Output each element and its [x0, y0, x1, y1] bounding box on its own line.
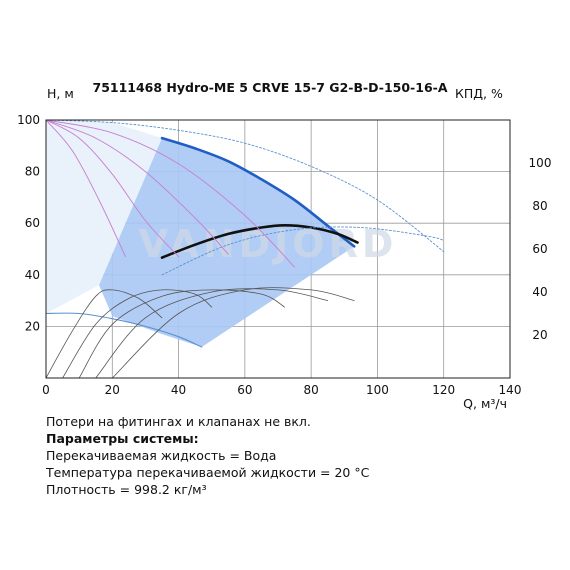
watermark: VANDJORD [139, 222, 398, 266]
y2-tick-label: 60 [532, 242, 547, 256]
y-tick-label: 100 [17, 113, 40, 127]
notes-params-heading: Параметры системы: [46, 431, 199, 446]
x-tick-label: 140 [499, 383, 522, 397]
notes-fluid: Перекачиваемая жидкость = Вода [46, 448, 277, 463]
series-efficiency-partial-9 [46, 289, 163, 378]
x-tick-label: 40 [171, 383, 186, 397]
tick-labels: 0 20 40 60 80 100 120 140 20 40 60 80 100 20 40 60 80 100 [17, 113, 551, 397]
x-tick-label: 120 [432, 383, 455, 397]
series-efficiency-partial-11 [78, 289, 285, 378]
series-efficiency-main-1 [160, 223, 359, 259]
y-tick-label: 20 [25, 319, 40, 333]
notes-density: Плотность = 998.2 кг/м³ [46, 482, 207, 497]
y2-tick-label: 80 [532, 199, 547, 213]
x-tick-label: 80 [304, 383, 319, 397]
chart-title: 75111468 Hydro-ME 5 CRVE 15-7 G2-B-D-150… [93, 80, 448, 95]
series-head-partial-4 [46, 120, 296, 268]
series-efficiency-partial-12 [95, 288, 329, 378]
series-head-partial-5 [46, 120, 229, 255]
x-tick-label: 0 [42, 383, 50, 397]
y2-tick-label: 20 [532, 328, 547, 342]
series-head-partial-6 [46, 120, 180, 258]
series-efficiency-partial-10 [62, 289, 213, 378]
y-axis-label: H, м [47, 86, 74, 101]
series-head-partial-7 [46, 120, 126, 258]
x-tick-label: 100 [366, 383, 389, 397]
series-efficiency-max-3 [161, 226, 445, 276]
x-tick-label: 20 [105, 383, 120, 397]
y-tick-label: 80 [25, 165, 40, 179]
x-tick-label: 60 [237, 383, 252, 397]
operating-area [99, 138, 355, 347]
series-head-max-2 [46, 120, 445, 253]
y2-tick-label: 40 [532, 285, 547, 299]
notes-fittings: Потери на фитингах и клапанах не вкл. [46, 414, 311, 429]
pump-performance-chart: VANDJORD 0 20 40 60 80 100 120 140 20 40 60 80 100 20… [17, 80, 551, 410]
series-head-min-8 [46, 312, 203, 348]
y-tick-label: 40 [25, 268, 40, 282]
plot-frame [45, 119, 511, 379]
series-head-main-0 [160, 136, 356, 248]
y-tick-label: 60 [25, 216, 40, 230]
y2-axis-label: КПД, % [455, 86, 503, 101]
y2-tick-label: 100 [529, 156, 552, 170]
notes-temperature: Температура перекачиваемой жидкости = 20… [46, 465, 370, 480]
x-axis-label: Q, м³/ч [463, 396, 507, 410]
operating-area-light [46, 120, 162, 314]
series-efficiency-partial-13 [111, 287, 355, 378]
system-notes: Потери на фитингах и клапанах не вкл. Па… [46, 413, 369, 498]
series-layer [46, 120, 445, 378]
